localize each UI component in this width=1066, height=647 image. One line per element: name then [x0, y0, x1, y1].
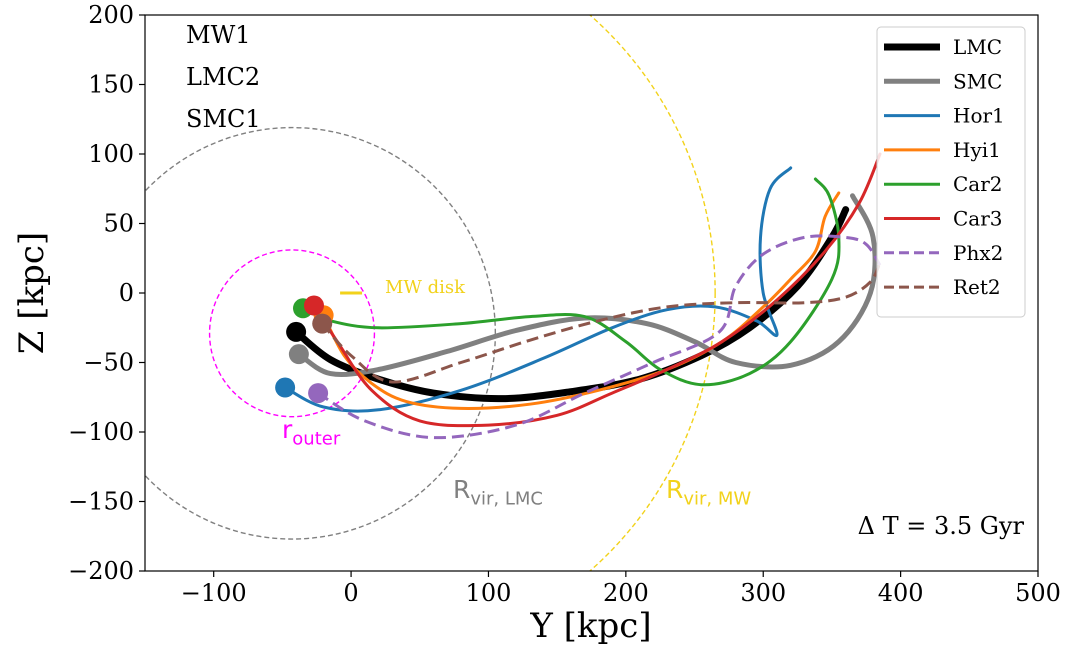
start-marker-ret2	[312, 313, 333, 334]
model-labels: MW1 LMC2 SMC1	[186, 21, 261, 133]
y-tick-label: 200	[88, 1, 134, 29]
model-label-item: LMC2	[186, 63, 260, 91]
x-tick-label: 100	[466, 579, 512, 607]
y-tick-label: −200	[68, 557, 134, 585]
x-tick-label: 500	[1015, 579, 1061, 607]
orbit-line-phx2	[317, 234, 882, 440]
legend-label-hyi1: Hyi1	[953, 138, 1001, 162]
legend-frame	[876, 26, 1026, 318]
orbit-line-hor1	[283, 166, 793, 413]
r-vir-mw-circle	[588, 15, 716, 571]
orbit-start-markers	[275, 295, 334, 404]
x-tick-label: 400	[878, 579, 924, 607]
y-tick-label: 100	[88, 140, 134, 168]
x-tick-label: 200	[603, 579, 649, 607]
orbit-line-smc	[296, 193, 878, 378]
y-tick-label: −50	[83, 349, 134, 377]
y-axis-label: Z [kpc]	[12, 232, 52, 354]
legend-label-smc: SMC	[953, 69, 1002, 93]
orbit-lines	[283, 152, 882, 440]
r-outer-label: router	[282, 415, 341, 449]
legend-label-car3: Car3	[953, 207, 1003, 231]
annotations: MW disk router Rvir, LMC Rvir, MW	[282, 277, 751, 509]
y-tick-label: 50	[103, 210, 134, 238]
r-vir-lmc-circle	[145, 126, 496, 540]
start-marker-lmc	[286, 321, 307, 342]
start-marker-phx2	[308, 383, 329, 404]
start-marker-hor1	[275, 377, 296, 398]
orbit-line-ret2	[321, 261, 882, 384]
legend-label-car2: Car2	[953, 172, 1003, 196]
model-label-item: MW1	[186, 21, 251, 49]
y-tick-label: 0	[119, 279, 134, 307]
legend-label-phx2: Phx2	[953, 241, 1003, 265]
x-axis-label: Y [kpc]	[529, 606, 651, 646]
mw-disk-label: MW disk	[385, 277, 466, 298]
x-tick-label: 0	[343, 579, 358, 607]
orbit-line-car2	[301, 177, 841, 387]
r-vir-lmc-label: Rvir, LMC	[453, 475, 543, 509]
y-tick-label: 150	[88, 71, 134, 99]
start-marker-car3	[303, 295, 324, 316]
orbit-line-car3	[312, 152, 882, 428]
legend: LMC SMC Hor1 Hyi1 Car2 Car3 Phx2 Ret2	[876, 26, 1026, 318]
axis-ticks: −100 0 100 200 300 400 500 −200 −150 −100 −50 0 50 10…	[68, 1, 1061, 607]
x-tick-label: 300	[740, 579, 786, 607]
reference-circles	[145, 15, 716, 571]
y-tick-label: −100	[68, 418, 134, 446]
time-label: Δ T = 3.5 Gyr	[858, 512, 1025, 540]
start-marker-smc	[288, 344, 309, 365]
x-tick-label: −100	[181, 579, 247, 607]
legend-label-hor1: Hor1	[953, 104, 1005, 128]
r-outer-circle	[208, 249, 376, 418]
y-tick-label: −150	[68, 488, 134, 516]
orbit-line-hyi1	[322, 191, 841, 410]
legend-label-ret2: Ret2	[953, 275, 1001, 299]
legend-label-lmc: LMC	[953, 35, 1002, 59]
model-label-item: SMC1	[186, 105, 261, 133]
r-vir-mw-label: Rvir, MW	[666, 475, 751, 509]
